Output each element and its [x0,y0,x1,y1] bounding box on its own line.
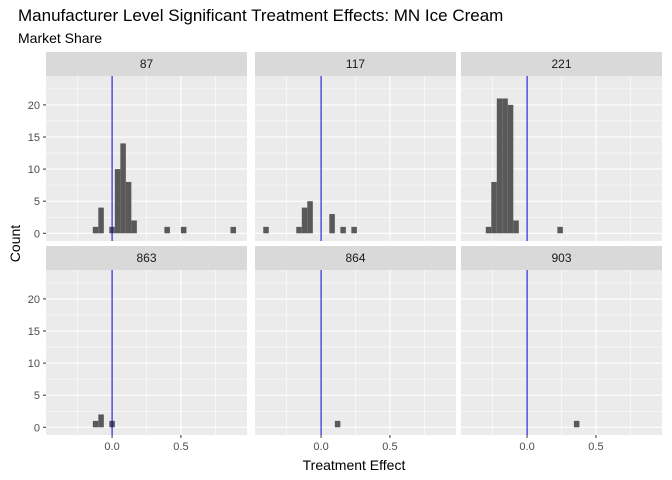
chart-title: Manufacturer Level Significant Treatment… [18,6,504,25]
panel-863-bar [92,420,99,428]
y-tick-label: 10 [28,358,40,370]
panel-87-bar [120,143,126,234]
y-tick-label: 20 [28,294,40,306]
panel-87-bar [164,226,170,234]
y-tick-label: 5 [34,196,40,208]
panel-117-bar [340,226,346,234]
panel-87-strip [46,52,247,76]
panel-863-bar [98,414,104,428]
panel-221-strip [461,52,662,76]
panel-87-bar [131,220,137,234]
x-tick-label: 0.5 [588,441,603,453]
panel-221-bar [557,226,563,234]
panel-903-strip-label: 903 [551,251,571,265]
panel-117-bar [351,226,357,234]
panel-903-strip [461,246,662,270]
panel-864-strip-label: 864 [345,251,365,265]
panel-87-bar [98,207,104,234]
x-tick-label: 0.0 [519,441,534,453]
panel-87-bar [92,226,99,234]
y-tick-label: 0 [34,228,40,240]
panel-221-bar [496,98,503,234]
panel-221-strip-label: 221 [551,57,571,71]
panel-221-bar [507,104,514,234]
x-tick-label: 0.0 [313,441,328,453]
x-tick-label: 0.5 [173,441,188,453]
y-tick-label: 15 [28,326,40,338]
y-tick-label: 15 [28,132,40,144]
panel-117-strip [255,52,456,76]
panel-117-bar [296,226,302,234]
panel-87-bar [230,226,236,234]
panel-117-bar [301,207,308,234]
panel-87-bar [125,181,132,234]
panel-87-bar [114,169,121,234]
panel-117-strip-label: 117 [346,57,365,71]
x-axis-title: Treatment Effect [303,457,406,473]
panel-117-bar [307,201,313,234]
y-tick-label: 5 [34,390,40,402]
panel-87-strip-label: 87 [140,57,154,71]
y-tick-label: 10 [28,164,40,176]
panel-864-bar [334,420,341,428]
panel-117-bar [329,214,335,234]
x-tick-label: 0.5 [382,441,397,453]
y-tick-label: 0 [34,422,40,434]
x-tick-label: 0.0 [104,441,119,453]
panel-221-bar [502,98,508,234]
panel-221-bar [485,226,492,234]
y-axis-title: Count [7,225,23,262]
panel-221-bar [513,220,519,234]
panel-863-strip-label: 863 [136,251,156,265]
panel-117-bar [263,226,269,234]
y-tick-label: 20 [28,100,40,112]
panel-903-bar [573,420,580,428]
panel-87-bar [180,226,187,234]
panel-864-strip [255,246,456,270]
chart-subtitle: Market Share [18,30,103,46]
panel-863-strip [46,246,247,270]
panel-221-bar [491,181,497,234]
